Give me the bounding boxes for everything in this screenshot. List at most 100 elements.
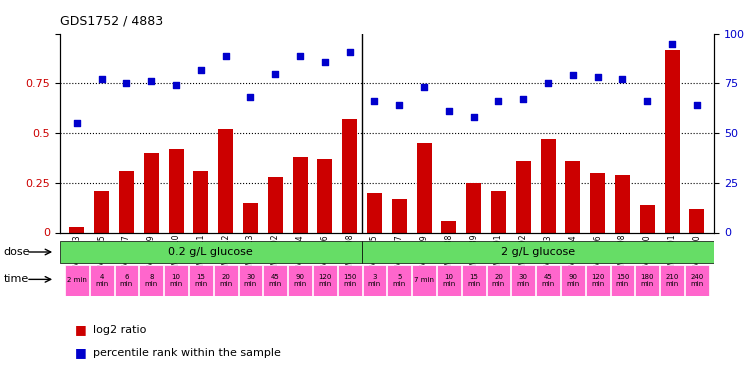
Bar [292,157,307,232]
Text: 150
min: 150 min [343,274,356,287]
Text: 30
min: 30 min [516,274,530,287]
Point [493,98,504,104]
FancyBboxPatch shape [437,265,461,296]
Point [517,96,529,102]
Text: 120
min: 120 min [591,274,604,287]
FancyBboxPatch shape [338,265,362,296]
Point [468,114,480,120]
Point [641,98,653,104]
Bar [367,193,382,232]
FancyBboxPatch shape [611,265,635,296]
Point [145,78,157,84]
FancyBboxPatch shape [164,265,188,296]
Point [219,53,231,58]
Text: ■: ■ [74,346,86,359]
FancyBboxPatch shape [586,265,609,296]
Bar [392,199,407,232]
Point [542,81,554,87]
Point [666,41,678,47]
Bar [690,209,705,232]
Bar [69,226,84,232]
FancyBboxPatch shape [60,241,362,263]
Text: time: time [4,274,29,284]
Bar [565,161,580,232]
Text: 180
min: 180 min [641,274,654,287]
FancyBboxPatch shape [90,265,114,296]
Point [344,49,356,55]
Text: 4
min: 4 min [95,274,109,287]
FancyBboxPatch shape [139,265,163,296]
FancyBboxPatch shape [214,265,237,296]
FancyBboxPatch shape [263,265,287,296]
Text: 150
min: 150 min [616,274,629,287]
Text: 210
min: 210 min [665,274,679,287]
Bar [640,205,655,232]
Bar [441,220,456,232]
Bar [541,139,556,232]
Bar [342,119,357,232]
Text: 15
min: 15 min [467,274,481,287]
Text: 20
min: 20 min [492,274,505,287]
FancyBboxPatch shape [189,265,213,296]
Bar [119,171,134,232]
Text: 10
min: 10 min [170,274,183,287]
Text: 0.2 g/L glucose: 0.2 g/L glucose [168,247,253,257]
Point [294,53,306,58]
Point [170,82,182,88]
Text: ■: ■ [74,324,86,336]
Point [71,120,83,126]
Text: 6
min: 6 min [120,274,133,287]
FancyBboxPatch shape [65,265,89,296]
Bar [417,143,432,232]
FancyBboxPatch shape [635,265,659,296]
Text: 5
min: 5 min [393,274,406,287]
Bar [94,191,109,232]
FancyBboxPatch shape [685,265,709,296]
Point [394,102,405,108]
Bar [466,183,481,232]
Point [269,70,281,76]
Text: 7 min: 7 min [414,278,434,284]
Bar [243,202,258,232]
FancyBboxPatch shape [412,265,436,296]
FancyBboxPatch shape [660,265,684,296]
FancyBboxPatch shape [536,265,560,296]
Text: percentile rank within the sample: percentile rank within the sample [93,348,281,357]
Bar [268,177,283,232]
FancyBboxPatch shape [561,265,585,296]
Text: 10
min: 10 min [442,274,455,287]
Point [245,94,257,100]
Bar [169,149,184,232]
Text: 240
min: 240 min [690,274,704,287]
Point [96,76,108,82]
Text: 8
min: 8 min [144,274,158,287]
Bar [218,129,233,232]
FancyBboxPatch shape [487,265,510,296]
Bar [144,153,158,232]
Point [617,76,629,82]
FancyBboxPatch shape [313,265,337,296]
Bar [615,175,630,232]
Point [443,108,455,114]
Text: 3
min: 3 min [368,274,381,287]
Point [418,84,430,90]
Text: 2 min: 2 min [67,278,87,284]
Text: 45
min: 45 min [269,274,282,287]
Point [121,81,132,87]
Text: GDS1752 / 4883: GDS1752 / 4883 [60,15,163,28]
Text: 120
min: 120 min [318,274,332,287]
Text: log2 ratio: log2 ratio [93,325,147,335]
FancyBboxPatch shape [511,265,535,296]
Point [567,72,579,78]
FancyBboxPatch shape [462,265,486,296]
Point [368,98,380,104]
Bar [664,50,679,232]
Bar [491,191,506,232]
Text: 45
min: 45 min [542,274,555,287]
Bar [318,159,333,232]
Point [195,66,207,72]
Point [691,102,703,108]
FancyBboxPatch shape [115,265,138,296]
Text: dose: dose [4,247,31,257]
FancyBboxPatch shape [362,265,386,296]
